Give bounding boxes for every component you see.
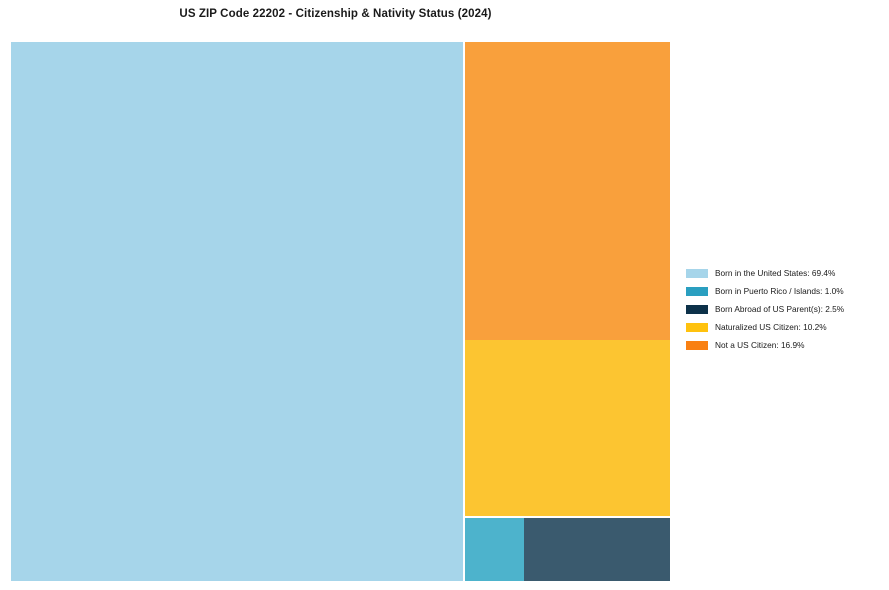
legend-item-label: Not a US Citizen: 16.9% bbox=[715, 339, 805, 350]
treemap-tile[interactable] bbox=[464, 340, 670, 516]
treemap-tile[interactable] bbox=[464, 42, 670, 340]
legend-color-swatch bbox=[686, 322, 708, 332]
legend-item[interactable]: Not a US Citizen: 16.9% bbox=[686, 336, 882, 354]
treemap-tile[interactable] bbox=[524, 517, 670, 581]
legend-color-swatch bbox=[686, 304, 708, 314]
treemap-plot-area bbox=[11, 42, 670, 581]
treemap-tile[interactable] bbox=[11, 42, 463, 581]
legend-color-swatch bbox=[686, 286, 708, 296]
legend-item-label: Born Abroad of US Parent(s): 2.5% bbox=[715, 303, 845, 314]
chart-legend: Born in the United States: 69.4% Born in … bbox=[686, 264, 882, 354]
legend-item-label: Naturalized US Citizen: 10.2% bbox=[715, 321, 827, 332]
legend-item-label: Born in Puerto Rico / Islands: 1.0% bbox=[715, 285, 844, 296]
chart-title: US ZIP Code 22202 - Citizenship & Nativi… bbox=[179, 8, 492, 20]
legend-item-label: Born in the United States: 69.4% bbox=[715, 267, 836, 278]
legend-item[interactable]: Naturalized US Citizen: 10.2% bbox=[686, 318, 882, 336]
legend-item[interactable]: Born in Puerto Rico / Islands: 1.0% bbox=[686, 282, 882, 300]
legend-item[interactable]: Born Abroad of US Parent(s): 2.5% bbox=[686, 300, 882, 318]
treemap-tile[interactable] bbox=[464, 517, 524, 581]
legend-color-swatch bbox=[686, 268, 708, 278]
legend-item[interactable]: Born in the United States: 69.4% bbox=[686, 264, 882, 282]
legend-color-swatch bbox=[686, 340, 708, 350]
